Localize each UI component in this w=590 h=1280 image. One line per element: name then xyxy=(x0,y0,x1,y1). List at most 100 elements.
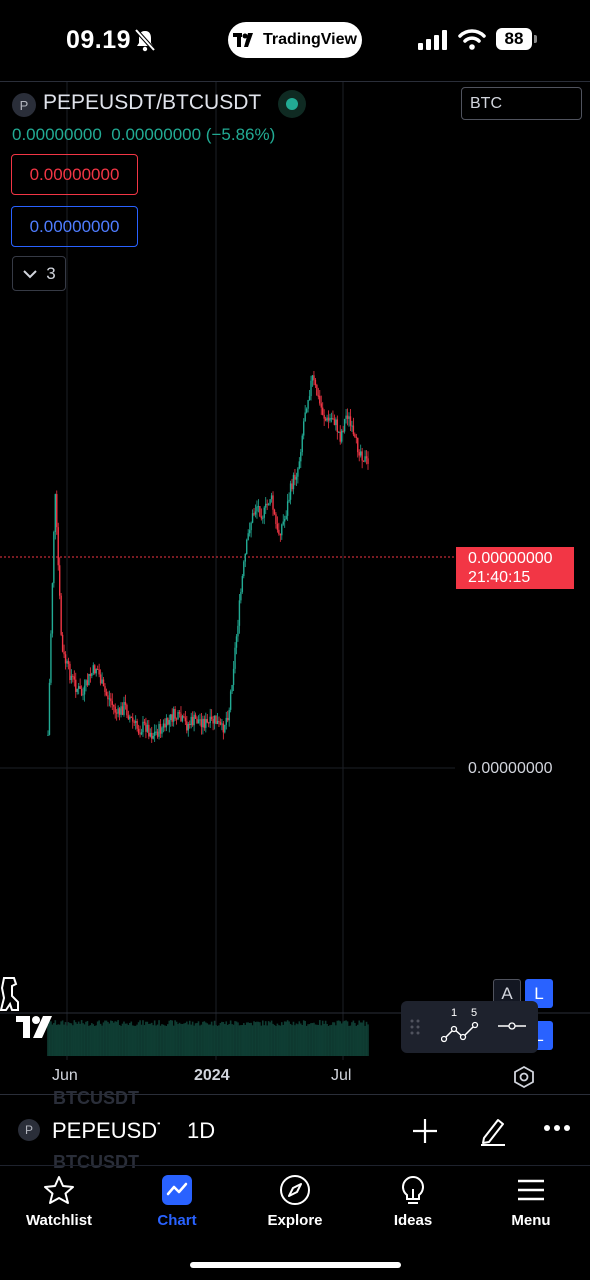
candle-body xyxy=(191,716,194,726)
compass-icon xyxy=(280,1175,310,1205)
candle-body xyxy=(107,695,109,700)
symbol-logo-icon: P xyxy=(18,1119,40,1141)
candle-body xyxy=(237,625,239,637)
candle-body xyxy=(225,717,227,725)
volume-bar xyxy=(301,1024,304,1056)
candle-body xyxy=(304,412,306,422)
buy-button[interactable]: 0.00000000 xyxy=(11,206,138,247)
sell-button[interactable]: 0.00000000 xyxy=(11,154,138,195)
volume-bar xyxy=(283,1021,286,1056)
volume-bar xyxy=(302,1020,305,1056)
volume-bar xyxy=(361,1022,363,1056)
plus-icon[interactable] xyxy=(411,1117,439,1145)
volume-bar xyxy=(364,1025,366,1056)
nav-watchlist[interactable]: Watchlist xyxy=(4,1174,114,1229)
indicators-toggle[interactable]: 3 xyxy=(12,256,66,291)
volume-bar xyxy=(218,1025,220,1056)
symbol-search-button[interactable]: PEPEUSDT/BTCUSDT xyxy=(52,1118,160,1143)
volume-bar xyxy=(248,1022,251,1056)
candle-body xyxy=(320,403,322,408)
volume-bar xyxy=(83,1024,86,1056)
symbol-title[interactable]: PEPEUSDT/BTCUSDT xyxy=(43,91,262,114)
volume-bar xyxy=(280,1022,283,1056)
volume-bar xyxy=(148,1023,150,1056)
volume-bar xyxy=(177,1024,179,1056)
volume-bar xyxy=(339,1021,342,1056)
candle-body xyxy=(235,636,238,648)
volume-bar xyxy=(136,1024,138,1056)
volume-bar xyxy=(133,1025,136,1056)
volume-bar xyxy=(206,1023,209,1056)
candle-body xyxy=(170,714,172,721)
volume-bar xyxy=(51,1024,54,1056)
volume-bar xyxy=(311,1023,314,1056)
candle-body xyxy=(156,731,159,737)
volume-bar xyxy=(272,1023,274,1056)
candle-body xyxy=(165,718,168,728)
volume-bar xyxy=(47,1024,49,1056)
nav-explore[interactable]: Explore xyxy=(240,1174,350,1229)
candle-body xyxy=(262,517,264,519)
status-time: 09.19 xyxy=(66,26,132,54)
candle-body xyxy=(281,524,283,536)
candle-body xyxy=(161,727,163,734)
volume-bar xyxy=(247,1022,249,1056)
volume-bar xyxy=(351,1022,353,1056)
candle-body xyxy=(136,721,138,729)
candle-body xyxy=(244,553,246,562)
candle-body xyxy=(305,408,308,413)
chart-settings-icon[interactable] xyxy=(512,1065,536,1089)
more-options-icon[interactable] xyxy=(543,1124,571,1132)
nav-chart[interactable]: Chart xyxy=(122,1174,232,1229)
candle-body xyxy=(137,728,140,734)
candle-body xyxy=(197,719,200,724)
drawing-toolbar[interactable]: 1 5 xyxy=(401,1001,538,1053)
nav-ideas[interactable]: Ideas xyxy=(358,1174,468,1229)
volume-bar xyxy=(238,1025,241,1056)
volume-bar xyxy=(343,1020,346,1056)
candle-body xyxy=(316,385,318,396)
nav-label: Chart xyxy=(157,1212,197,1229)
candle-body xyxy=(364,456,366,462)
volume-bar xyxy=(225,1021,228,1056)
drawing-pen-icon[interactable] xyxy=(478,1114,508,1146)
candle-body xyxy=(120,706,122,715)
market-open-dot-icon[interactable] xyxy=(286,98,298,110)
pattern-tool-label-1: 1 xyxy=(451,1007,458,1019)
candle-body xyxy=(251,513,254,523)
candle-body xyxy=(354,434,356,437)
candle-body xyxy=(212,719,214,724)
drag-handle-icon[interactable] xyxy=(409,1018,421,1036)
candle-body xyxy=(99,674,102,684)
candlestick-series xyxy=(47,371,369,743)
volume-bar xyxy=(261,1020,264,1056)
currency-selector[interactable]: BTC xyxy=(461,87,582,120)
candle-body xyxy=(289,483,292,500)
volume-bar xyxy=(171,1020,174,1056)
volume-bar xyxy=(79,1023,81,1056)
candle-body xyxy=(265,503,267,508)
candle-body xyxy=(301,435,303,453)
candle-body xyxy=(266,503,268,505)
volume-bar xyxy=(76,1023,79,1056)
volume-bar xyxy=(168,1020,171,1056)
candle-body xyxy=(267,504,270,506)
volume-series xyxy=(47,1020,369,1056)
candle-body xyxy=(183,716,185,718)
volume-bar xyxy=(216,1025,219,1056)
price-chart[interactable] xyxy=(0,82,590,1082)
interval-button[interactable]: 1D xyxy=(187,1118,216,1143)
nav-menu[interactable]: Menu xyxy=(476,1174,586,1229)
volume-bar xyxy=(77,1021,80,1056)
candle-body xyxy=(88,673,90,685)
volume-bar xyxy=(342,1021,344,1056)
candle-body xyxy=(263,507,265,518)
candle-body xyxy=(164,723,166,728)
candle-body xyxy=(159,724,162,734)
pattern-tool[interactable]: 1 5 xyxy=(441,1007,479,1047)
tradingview-pill[interactable]: TradingView xyxy=(228,22,362,58)
horizontal-line-tool-icon[interactable] xyxy=(497,1018,527,1034)
volume-bar xyxy=(264,1021,267,1056)
candle-body xyxy=(96,668,99,670)
candle-body xyxy=(246,539,248,554)
